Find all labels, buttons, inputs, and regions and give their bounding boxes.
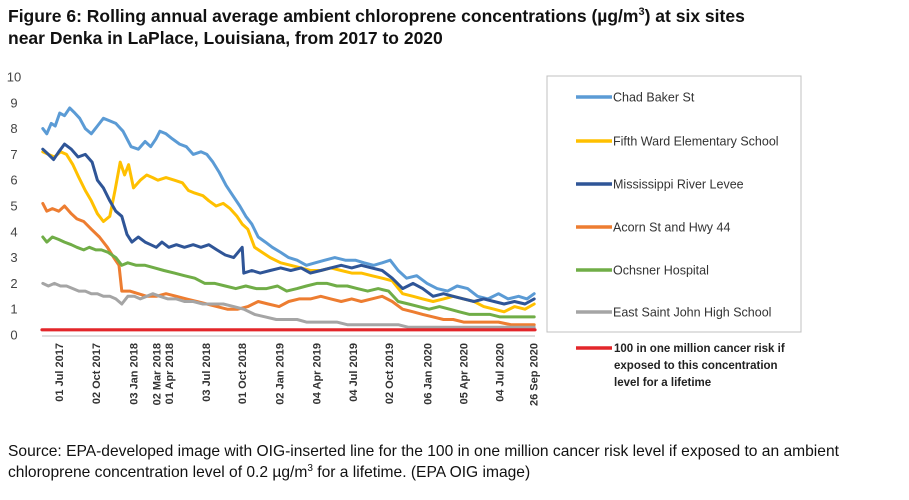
x-tick-label-8: 04 Apr 2019 — [311, 343, 323, 404]
y-tick-label-7: 7 — [10, 147, 17, 162]
figure-title-main: Figure 6: Rolling annual average ambient… — [8, 6, 639, 26]
x-tick-label-6: 01 Oct 2018 — [237, 343, 249, 404]
source-text-part2: for a lifetime. (EPA OIG image) — [312, 464, 531, 481]
legend-label-3: Acorn St and Hwy 44 — [613, 221, 730, 235]
series-line-2 — [41, 142, 536, 306]
legend-label-0: Chad Baker St — [613, 91, 695, 105]
legend-label-2: Mississippi River Levee — [613, 178, 744, 192]
y-tick-label-10: 10 — [7, 70, 21, 85]
x-tick-label-3: 02 Mar 2018 — [152, 343, 164, 405]
x-tick-label-2: 03 Jan 2018 — [128, 343, 140, 405]
line-chart: 0 1 2 3 4 5 6 7 8 9 10 01 Jul 2017 02 Oct 2017 03 Ja… — [7, 70, 802, 406]
source-note: Source: EPA-developed image with OIG-ins… — [8, 441, 906, 483]
source-text-part1: Source: EPA-developed image with OIG-ins… — [8, 443, 839, 481]
x-tick-label-9: 04 Jul 2019 — [348, 343, 360, 402]
x-tick-label-0: 01 Jul 2017 — [54, 343, 66, 402]
legend-label-4: Ochsner Hospital — [613, 264, 709, 278]
legend-label-5: East Saint John High School — [613, 306, 771, 320]
y-tick-label-4: 4 — [10, 224, 17, 239]
figure-title-end: ) at six sites — [644, 6, 745, 26]
y-tick-label-6: 6 — [10, 173, 17, 188]
series-lines — [40, 106, 537, 332]
series-line-1 — [41, 150, 536, 314]
x-tick-label-13: 04 Jul 2020 — [495, 343, 507, 402]
x-axis-ticks: 01 Jul 2017 02 Oct 2017 03 Jan 2018 02 Mar … — [54, 343, 541, 406]
y-tick-label-5: 5 — [10, 199, 17, 214]
x-tick-label-14: 26 Sep 2020 — [528, 343, 540, 406]
y-tick-label-2: 2 — [10, 276, 17, 291]
x-tick-label-5: 03 Jul 2018 — [201, 343, 213, 402]
legend-label-risk-line-0: 100 in one million cancer risk if — [614, 343, 785, 355]
x-tick-label-12: 05 Apr 2020 — [459, 343, 471, 404]
y-tick-label-3: 3 — [10, 250, 17, 265]
y-tick-label-8: 8 — [10, 121, 17, 136]
series-line-0 — [41, 106, 536, 301]
x-tick-label-4: 01 Apr 2018 — [164, 343, 176, 404]
y-tick-label-9: 9 — [10, 95, 17, 110]
legend-box — [546, 75, 802, 333]
series-line-4 — [41, 235, 536, 319]
series-line-3 — [41, 201, 536, 327]
x-tick-label-1: 02 Oct 2017 — [91, 343, 103, 404]
figure-title-line2: near Denka in LaPlace, Louisiana, from 2… — [8, 28, 443, 48]
x-tick-label-10: 02 Oct 2019 — [384, 343, 396, 404]
x-tick-label-11: 06 Jan 2020 — [422, 343, 434, 405]
y-axis-ticks: 0 1 2 3 4 5 6 7 8 9 10 — [7, 70, 21, 343]
series-line-5 — [41, 281, 536, 329]
y-tick-label-1: 1 — [10, 302, 17, 317]
legend-label-1: Fifth Ward Elementary School — [613, 135, 779, 149]
x-tick-label-7: 02 Jan 2019 — [274, 343, 286, 405]
legend: Chad Baker St Fifth Ward Elementary Schoo… — [546, 75, 802, 333]
legend-label-risk-line-2: level for a lifetime — [614, 377, 711, 389]
legend-label-risk-line-1: exposed to this concentration — [614, 360, 778, 372]
y-tick-label-0: 0 — [10, 328, 17, 343]
legend-risk-entry: 100 in one million cancer risk if exposed… — [576, 343, 785, 389]
figure-title-superscript: 3 — [638, 6, 645, 19]
figure-title: Figure 6: Rolling annual average ambient… — [8, 5, 903, 49]
source-superscript: 3 — [307, 462, 313, 474]
